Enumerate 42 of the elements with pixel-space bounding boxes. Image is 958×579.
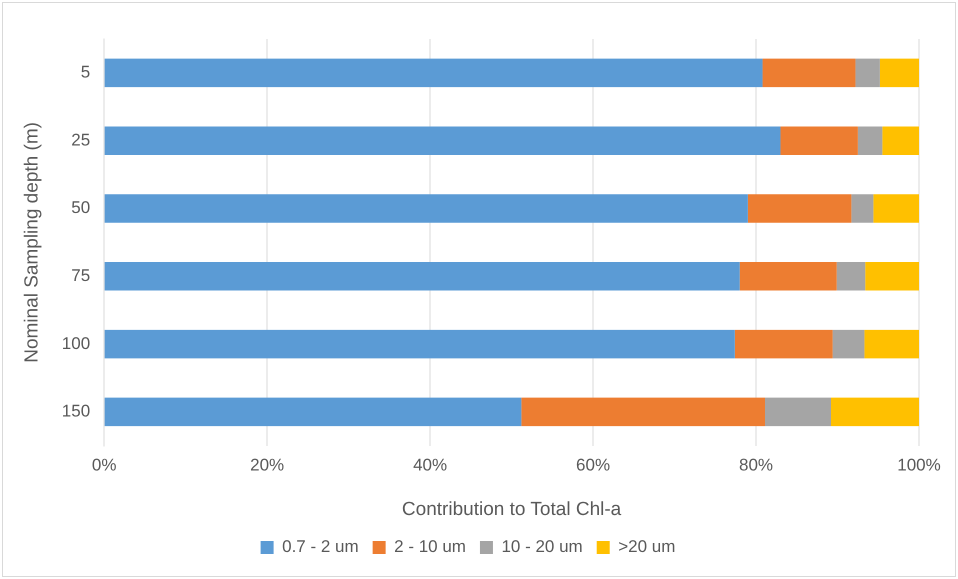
y-tick-label: 75 xyxy=(71,266,90,285)
bar xyxy=(104,58,763,88)
y-tick-label: 50 xyxy=(71,198,90,218)
y-tick-label: 100 xyxy=(62,334,90,353)
bar xyxy=(864,330,919,358)
x-tick-label: 40% xyxy=(413,456,448,475)
x-tick-label: 60% xyxy=(576,456,610,475)
x-tick-label: 20% xyxy=(250,456,284,475)
bar xyxy=(851,194,874,223)
x-axis-title: Contribution to Total Chl-a xyxy=(402,498,622,520)
bar xyxy=(855,58,880,88)
bar xyxy=(740,262,837,291)
bar xyxy=(748,194,852,223)
bar xyxy=(104,194,748,223)
bar xyxy=(762,58,856,88)
bar xyxy=(734,330,833,358)
legend-label: 0.7 - 2 um xyxy=(282,537,359,556)
bar xyxy=(104,330,735,358)
bar xyxy=(831,398,919,426)
bar xyxy=(882,126,919,155)
bar xyxy=(521,398,765,426)
y-tick-label: 5 xyxy=(80,62,90,82)
bar xyxy=(865,262,919,291)
bar xyxy=(836,262,866,291)
bar xyxy=(104,126,780,155)
bar xyxy=(104,398,522,426)
x-tick-label: 100% xyxy=(897,456,941,475)
y-tick-label: 150 xyxy=(62,402,90,421)
x-tick-label: 80% xyxy=(739,456,774,475)
bar xyxy=(764,398,831,426)
bar xyxy=(104,262,740,291)
bar xyxy=(858,126,882,155)
legend-label: 10 - 20 um xyxy=(501,537,583,556)
legend-label: >20 um xyxy=(618,537,676,556)
bar xyxy=(832,330,864,358)
x-tick-label: 0% xyxy=(92,456,116,475)
bar xyxy=(873,194,919,223)
bar xyxy=(880,58,919,88)
bar xyxy=(780,126,858,155)
y-tick-label: 25 xyxy=(71,130,90,150)
y-axis-title: Nominal Sampling depth (m) xyxy=(22,122,43,363)
legend-label: 2 - 10 um xyxy=(394,537,466,556)
